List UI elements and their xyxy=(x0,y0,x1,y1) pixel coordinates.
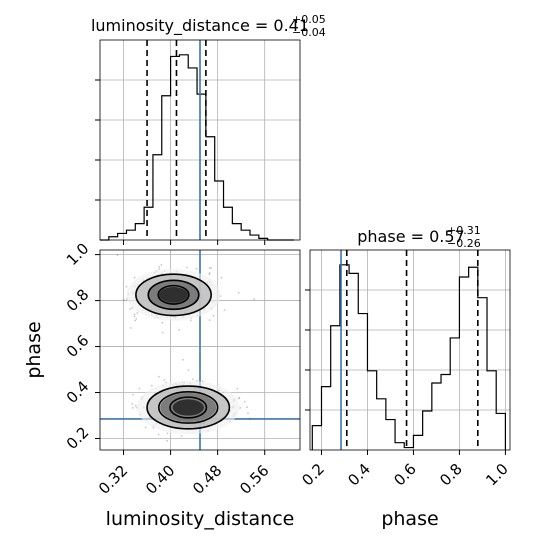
title-luminosity-distance-lower: −0.04 xyxy=(292,26,326,39)
title-phase: phase = 0.57 xyxy=(357,227,464,246)
contour-1-0 xyxy=(146,385,231,430)
x-tick-label-phase: 1.0 xyxy=(482,460,512,490)
scatter-point xyxy=(135,318,138,320)
scatter-point xyxy=(133,315,136,318)
scatter-point xyxy=(134,404,137,407)
scatter-point xyxy=(163,379,166,381)
x-tick-label-luminosity-distance: 0.56 xyxy=(236,461,272,497)
scatter-point xyxy=(131,403,134,405)
scatter-point xyxy=(208,319,211,321)
mark-layer xyxy=(100,40,507,450)
panel-frame-phase xyxy=(309,249,511,451)
ylabel-phase: phase xyxy=(23,321,45,378)
scatter-point xyxy=(125,285,128,288)
x-tick-label-luminosity-distance: 0.40 xyxy=(142,461,178,497)
x-tick-label-luminosity-distance: 0.32 xyxy=(95,461,131,497)
contour-1-2 xyxy=(169,396,208,419)
density-fill-0-3 xyxy=(159,286,188,303)
panel-frame-top xyxy=(99,39,301,241)
scatter-point xyxy=(132,393,135,396)
scatter-point xyxy=(178,328,181,331)
scatter-point xyxy=(166,439,169,442)
scatter-point xyxy=(243,400,246,403)
scatter-point xyxy=(182,358,185,361)
contour-1-1 xyxy=(158,391,219,424)
scatter-point xyxy=(195,267,198,270)
scatter-point xyxy=(158,375,160,378)
scatter-point xyxy=(157,433,160,436)
scatter-point xyxy=(208,272,211,274)
scatter-point xyxy=(133,276,136,279)
y-tick-label-phase: 0.8 xyxy=(63,285,93,315)
scatter-point xyxy=(237,397,240,400)
scatter-point xyxy=(247,412,249,415)
contour-0-1 xyxy=(147,279,200,311)
xlabel-luminosity-distance: luminosity_distance xyxy=(106,508,295,530)
title-luminosity-distance: luminosity_distance = 0.41 xyxy=(91,16,309,36)
xlabel-phase: phase xyxy=(381,508,438,530)
scatter-point xyxy=(123,299,125,301)
scatter-point xyxy=(223,309,226,311)
frame-layer: 0.32 0.40 0.48 0.56 0.2 0.4 0.6 0.8 1.0 0.2 0.4 0.6… xyxy=(63,39,512,498)
scatter-point xyxy=(208,273,211,276)
scatter-point xyxy=(208,267,211,269)
scatter-point xyxy=(210,267,213,270)
scatter-point xyxy=(236,387,239,390)
scatter-point xyxy=(220,276,223,279)
scatter-point xyxy=(161,321,164,324)
scatter-point xyxy=(152,427,155,429)
x-tick-label-phase: 0.2 xyxy=(298,460,328,490)
y-tick-label-phase: 0.2 xyxy=(63,423,93,453)
x-tick-label-phase: 0.4 xyxy=(344,460,374,490)
scatter-point xyxy=(130,327,132,329)
panel-frame-joint xyxy=(99,249,301,451)
scatter-point xyxy=(166,432,169,435)
scatter-point xyxy=(133,313,136,316)
scatter-point xyxy=(116,254,119,256)
scatter-point xyxy=(187,369,190,371)
scatter-point xyxy=(158,268,161,270)
scatter-point xyxy=(212,314,215,317)
y-tick-label-phase: 1.0 xyxy=(63,239,93,269)
scatter-point xyxy=(238,396,241,399)
scatter-point xyxy=(131,407,134,409)
contour-0-0 xyxy=(135,273,212,317)
scatter-point xyxy=(150,384,153,387)
scatter-point xyxy=(129,308,132,310)
scatter-point xyxy=(239,407,242,409)
scatter-point xyxy=(165,381,168,384)
x-tick-label-phase: 0.8 xyxy=(436,460,466,490)
title-phase-upper: +0.31 xyxy=(447,224,481,237)
scatter-point xyxy=(237,291,240,294)
scatter-point xyxy=(248,417,251,420)
scatter-point xyxy=(192,378,194,381)
scatter-point xyxy=(144,426,147,429)
y-tick-label-phase: 0.6 xyxy=(63,331,93,361)
scatter-point xyxy=(131,307,133,309)
scatter-point xyxy=(134,319,137,322)
title-phase-lower: −0.26 xyxy=(447,237,481,250)
scatter-point xyxy=(186,266,189,269)
title-luminosity-distance-upper: +0.05 xyxy=(292,13,326,26)
density-fill-1-3 xyxy=(172,399,204,416)
x-tick-label-phase: 0.6 xyxy=(390,460,420,490)
x-tick-label-luminosity-distance: 0.48 xyxy=(189,461,225,497)
scatter-point xyxy=(138,387,141,390)
histogram-luminosity-distance xyxy=(100,54,295,241)
y-tick-label-phase: 0.4 xyxy=(63,377,93,407)
scatter-point xyxy=(160,263,163,266)
scatter-point xyxy=(253,298,256,301)
scatter-point xyxy=(190,319,192,322)
contour-0-2 xyxy=(157,284,190,305)
scatter-point xyxy=(136,312,139,314)
scatter-point xyxy=(180,434,183,437)
scatter-point xyxy=(161,331,164,334)
scatter-point xyxy=(246,406,248,409)
scatter-point xyxy=(158,265,161,268)
